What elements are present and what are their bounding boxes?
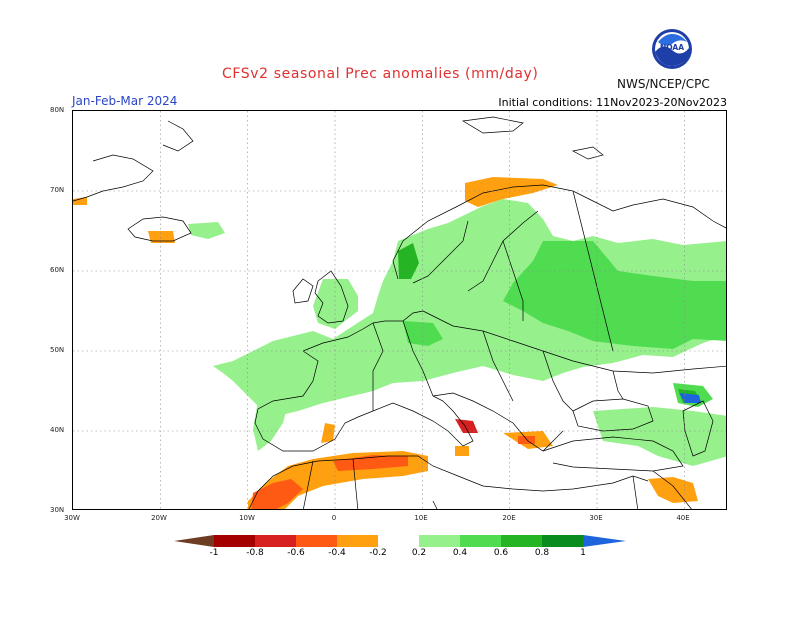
iceland-positive-anomaly [188, 222, 225, 239]
lon-label-20e: 20E [502, 514, 516, 522]
ireland-coast [292, 278, 314, 304]
norway-coast-strong-anomaly [398, 243, 419, 279]
sicily-negative-anomaly [455, 446, 469, 456]
noaa-logo-text: NOAA [660, 43, 684, 52]
arctic-islands-west [162, 120, 194, 152]
north-africa-coast [248, 455, 649, 509]
svalbard-coast [461, 116, 524, 134]
turkey-coast [542, 436, 684, 472]
lon-label-40e: 40E [676, 514, 690, 522]
land-outlines [73, 116, 726, 509]
colorbar-m1-m08 [214, 535, 255, 547]
lat-label-50n: 50N [50, 346, 65, 354]
great-britain-coast [314, 270, 349, 324]
black-sea-coast [572, 398, 654, 432]
colorbar-label-m06: -0.6 [287, 548, 305, 558]
colorbar-label-p08: 0.8 [534, 548, 550, 558]
colorbar-p04-p06 [460, 535, 501, 547]
lon-label-30w: 30W [64, 514, 80, 522]
iberia-west-positive-anomaly [253, 401, 288, 451]
north-scandinavia-negative-anomaly [465, 177, 558, 207]
map-svg [73, 111, 726, 509]
libya-border [432, 500, 438, 509]
colorbar-below-minus-1 [174, 535, 214, 547]
lon-label-10e: 10E [414, 514, 428, 522]
lat-label-60n: 60N [50, 266, 65, 274]
colorbar-neutral [378, 535, 419, 547]
central-europe-border [402, 320, 434, 397]
agency-label: NWS/NCEP/CPC [617, 77, 710, 91]
initial-conditions: Initial conditions: 11Nov2023-20Nov2023 [498, 96, 727, 109]
balkans-coast [432, 392, 564, 452]
lon-label-20w: 20W [151, 514, 167, 522]
colorbar-label-m02: -0.2 [369, 548, 387, 558]
lon-label-10w: 10W [239, 514, 255, 522]
greece-strong-negative-anomaly [518, 436, 535, 444]
iceland-coast [127, 216, 192, 242]
east-europe-stronger-positive-anomaly [503, 241, 726, 349]
colorbar-label-p1: 1 [580, 548, 586, 558]
france-germany-border [372, 322, 384, 411]
colorbar-m08-m06 [255, 535, 296, 547]
grid-lines [73, 111, 726, 509]
poland-positive-anomaly [403, 321, 443, 346]
middle-east-negative-anomaly [648, 477, 698, 503]
italy-coast [372, 395, 474, 447]
caucasus-positive-anomaly [593, 407, 726, 466]
russia-ukraine-border [612, 370, 624, 400]
lon-label-0: 0 [331, 514, 337, 522]
italy-south-strong-negative-anomaly [455, 419, 478, 433]
egypt-border [632, 475, 639, 509]
baltic-coast [467, 210, 539, 292]
finland-russia-border [572, 190, 614, 352]
lat-label-40n: 40N [50, 426, 65, 434]
lat-label-30n: 30N [50, 506, 65, 514]
sweden-norway-border [412, 220, 469, 284]
colorbar-p02-p04 [419, 535, 460, 547]
noaa-logo-icon: NOAA [652, 29, 692, 69]
lat-label-80n: 80N [50, 106, 65, 114]
algeria-border [352, 458, 359, 509]
colorbar-m06-m04 [296, 535, 337, 547]
greenland-negative-anomaly [73, 197, 87, 205]
greenland-coast [73, 154, 154, 202]
colorbar-label-m1: -1 [209, 548, 219, 558]
ukraine-border [542, 350, 574, 412]
lat-label-70n: 70N [50, 186, 65, 194]
colorbar [174, 535, 626, 547]
scandinavia-coast [392, 184, 726, 280]
poland-ukraine-border [482, 330, 514, 402]
iceland-negative-anomaly [148, 231, 175, 243]
franz-josef-coast [571, 146, 604, 160]
morocco-strong-negative-anomaly [251, 479, 303, 509]
spain-east-negative-anomaly [321, 423, 335, 443]
eastern-europe-border [422, 310, 726, 374]
anomaly-shading [73, 177, 726, 509]
middle-east-border [652, 470, 692, 509]
morocco-border [303, 460, 314, 509]
map-panel [72, 110, 727, 510]
british-isles-positive-anomaly [313, 279, 358, 329]
colorbar-above-1 [583, 535, 626, 547]
colorbar-label-p02: 0.2 [411, 548, 427, 558]
baltic-states-border [502, 240, 524, 321]
forecast-period: Jan-Feb-Mar 2024 [72, 94, 178, 108]
colorbar-label-p04: 0.4 [452, 548, 468, 558]
colorbar-label-p06: 0.6 [493, 548, 509, 558]
colorbar-p06-p08 [501, 535, 542, 547]
colorbar-label-m04: -0.4 [328, 548, 346, 558]
lon-label-30e: 30E [589, 514, 603, 522]
chart-title: CFSv2 seasonal Prec anomalies (mm/day) [222, 66, 539, 82]
colorbar-p08-p1 [542, 535, 583, 547]
colorbar-m04-m02 [337, 535, 378, 547]
colorbar-label-m08: -0.8 [246, 548, 264, 558]
